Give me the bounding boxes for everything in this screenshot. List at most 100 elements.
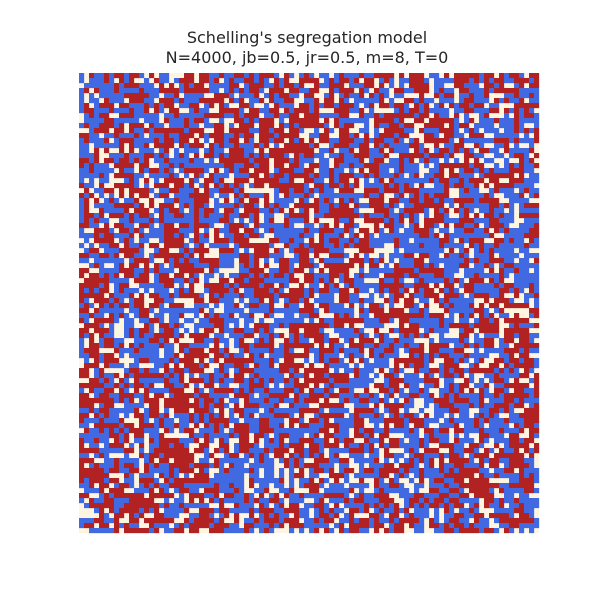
heatmap-cell-blue xyxy=(509,243,515,249)
heatmap-cell-red xyxy=(474,163,480,169)
heatmap-cell-red xyxy=(289,238,295,244)
heatmap-cell-blue xyxy=(329,363,335,369)
heatmap-cell-red xyxy=(349,123,355,129)
heatmap-cell-red xyxy=(409,303,415,309)
heatmap-cell-red xyxy=(314,383,320,389)
heatmap-cell-blue xyxy=(374,358,380,364)
heatmap-cell-red xyxy=(129,108,135,114)
heatmap-cell-red xyxy=(169,403,175,409)
heatmap-cell-red xyxy=(304,273,310,279)
heatmap-cell-red xyxy=(339,208,345,214)
heatmap-cell-red xyxy=(279,368,285,374)
heatmap-cell-blue xyxy=(84,248,90,254)
heatmap-cell-red xyxy=(384,213,390,219)
heatmap-cell-red xyxy=(194,173,200,179)
heatmap-cell-red xyxy=(159,248,165,254)
heatmap-cell-red xyxy=(179,358,185,364)
heatmap-cell-blue xyxy=(159,263,165,269)
heatmap-cell-red xyxy=(119,138,125,144)
heatmap-cell-red xyxy=(394,308,400,314)
heatmap-cell-red xyxy=(534,153,540,159)
heatmap-cell-red xyxy=(384,208,390,214)
heatmap-cell-red xyxy=(369,203,375,209)
heatmap-cell-red xyxy=(79,293,85,299)
heatmap-cell-blue xyxy=(354,108,360,114)
heatmap-cell-blue xyxy=(409,223,415,229)
heatmap-cell-blue xyxy=(99,283,105,289)
heatmap-cell-blue xyxy=(474,333,480,339)
heatmap-cell-red xyxy=(419,258,425,264)
heatmap-cell-red xyxy=(364,193,370,199)
heatmap-cell-red xyxy=(334,163,340,169)
heatmap-cell-blue xyxy=(444,263,450,269)
heatmap-cell-red xyxy=(309,138,315,144)
heatmap-cell-red xyxy=(264,173,270,179)
heatmap-cell-blue xyxy=(304,188,310,194)
heatmap-cell-blue xyxy=(289,108,295,114)
heatmap-cell-red xyxy=(319,378,325,384)
heatmap-cell-red xyxy=(179,398,185,404)
heatmap-cell-blue xyxy=(174,308,180,314)
heatmap-cell-red xyxy=(469,168,475,174)
heatmap-cell-blue xyxy=(189,123,195,129)
heatmap-cell-blue xyxy=(109,278,115,284)
heatmap-cell-blue xyxy=(389,83,395,89)
heatmap-cell-blue xyxy=(309,258,315,264)
heatmap-cell-blue xyxy=(529,138,535,144)
heatmap-cell-blue xyxy=(394,193,400,199)
heatmap-cell-blue xyxy=(249,103,255,109)
heatmap-cell-blue xyxy=(309,193,315,199)
heatmap-cell-blue xyxy=(499,118,505,124)
heatmap-cell-blue xyxy=(459,408,465,414)
heatmap-cell-blue xyxy=(94,103,100,109)
heatmap-cell-blue xyxy=(334,103,340,109)
heatmap-cell-red xyxy=(434,313,440,319)
heatmap-cell-blue xyxy=(349,348,355,354)
heatmap-cell-blue xyxy=(439,333,445,339)
heatmap-cell-blue xyxy=(144,238,150,244)
heatmap-cell-red xyxy=(299,383,305,389)
heatmap-cell-blue xyxy=(429,193,435,199)
heatmap-cell-blue xyxy=(359,403,365,409)
heatmap-cell-red xyxy=(179,343,185,349)
heatmap-cell-blue xyxy=(219,313,225,319)
heatmap-cell-red xyxy=(489,83,495,89)
heatmap-cell-blue xyxy=(414,293,420,299)
heatmap-cell-red xyxy=(139,258,145,264)
heatmap-cell-blue xyxy=(449,258,455,264)
heatmap-cell-red xyxy=(124,158,130,164)
heatmap-cell-blue xyxy=(109,88,115,94)
heatmap-cell-blue xyxy=(79,388,85,394)
heatmap-cell-blue xyxy=(219,253,225,259)
heatmap-cell-blue xyxy=(459,193,465,199)
heatmap-cell-blue xyxy=(84,313,90,319)
heatmap-cell-blue xyxy=(79,218,85,224)
heatmap-cell-red xyxy=(229,108,235,114)
heatmap-cell-red xyxy=(129,98,135,104)
heatmap-cell-red xyxy=(199,168,205,174)
heatmap-cell-blue xyxy=(239,143,245,149)
heatmap-cell-red xyxy=(139,123,145,129)
heatmap-cell-blue xyxy=(534,118,540,124)
heatmap-cell-red xyxy=(89,333,95,339)
heatmap-cell-blue xyxy=(129,318,135,324)
heatmap-cell-red xyxy=(224,188,230,194)
heatmap-cell-red xyxy=(239,213,245,219)
heatmap-cell-blue xyxy=(459,98,465,104)
heatmap-cell-blue xyxy=(334,168,340,174)
heatmap-cell-red xyxy=(94,238,100,244)
heatmap-cell-blue xyxy=(494,213,500,219)
heatmap-cell-red xyxy=(399,328,405,334)
heatmap-cell-red xyxy=(434,273,440,279)
heatmap-cell-red xyxy=(144,128,150,134)
heatmap-cell-blue xyxy=(359,378,365,384)
heatmap-cell-blue xyxy=(254,353,260,359)
heatmap-cell-blue xyxy=(469,308,475,314)
heatmap-cell-blue xyxy=(229,253,235,259)
heatmap-cell-blue xyxy=(299,393,305,399)
heatmap-cell-red xyxy=(439,203,445,209)
heatmap-cell-red xyxy=(89,283,95,289)
heatmap-cell-red xyxy=(179,143,185,149)
heatmap-cell-blue xyxy=(334,383,340,389)
heatmap-cell-blue xyxy=(119,218,125,224)
